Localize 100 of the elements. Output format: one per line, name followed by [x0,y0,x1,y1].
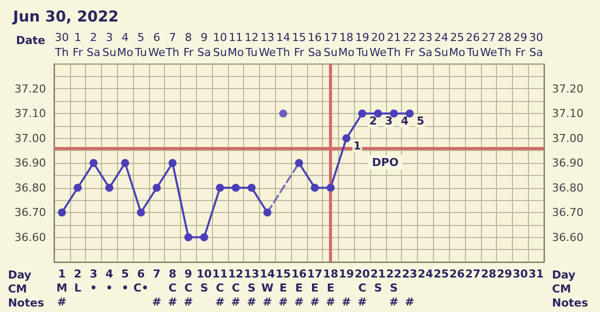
x-tick-label: 5 • [121,268,129,294]
point [295,159,303,167]
x-tick-label: 22 S # [386,268,402,308]
point [406,110,414,118]
x-tick-label: 1 M # [56,268,68,308]
x-tick-label: 18 E # [322,268,338,308]
x2-tick-label: 8 Fr [183,31,194,59]
y-tick-label: 37.20 [14,82,46,96]
x-tick-label: 15 E # [276,268,291,308]
category-label: 19 # [338,268,354,308]
x2-tick-label: 6 We [148,31,166,59]
chart-title: Jun 30, 2022 [12,8,119,26]
point [121,159,130,167]
y2-tick-label: 36.60 [552,230,584,244]
point [200,233,208,242]
point [74,184,82,192]
y2-tick-label: 36.70 [552,206,584,219]
y-tick-label: 36.70 [14,206,46,219]
x-tick-label: 30 [512,268,528,280]
annotation: 5 [416,114,424,128]
annotation: 2 [369,114,377,128]
x2-tick-label: 15 Fr [292,31,306,59]
point [263,208,272,216]
x2-tick-label: 30 Th [54,31,69,59]
point [279,110,288,118]
y2-tick-label: 36.90 [552,156,584,170]
x-tick-label: 26 [449,268,466,280]
x-tick-label: 13 S # [244,268,260,308]
x2-tick-label: 3 Su [102,31,116,59]
x-tick-label: 25 [434,268,449,280]
x-tick-label: 20 C # [354,268,370,308]
y2-tick-label: 36.80 [552,181,584,194]
point [58,208,66,216]
x-tick-label: 11 C # [212,268,228,308]
x2-tick-label: 29 Fr [513,31,528,59]
x-tick-label: 24 [418,268,434,280]
x2-tick-label: 9 Sa [197,31,212,59]
x-tick-label: 12 C # [228,268,244,308]
x2-tick-label: 23 Sa [418,31,432,59]
x2-tick-label: 21 Th [386,31,401,59]
x2-tick-label: 16 Sa [308,31,322,59]
x2-tick-label: 25 Mo [448,31,466,59]
x-tick-label: 29 [496,268,512,280]
x-tick-label: 16 E # [291,268,307,308]
annotation: 4 [400,114,409,128]
y2-tick-label: 37.20 [552,82,584,96]
point [152,184,161,192]
point [168,159,177,167]
point [232,184,240,192]
x2-tick-label: 2 Sa [86,31,100,59]
x-tick-label: 21 S [370,268,386,294]
x2-tick-label: 30 Sa [529,31,544,59]
annotation: DPO [372,156,399,169]
point [374,110,382,118]
x2-tick-label: 13 We [258,31,276,59]
y2-tick-label: 37.10 [552,107,584,120]
x2-tick-label: 4 Mo [117,31,134,59]
x-tick-label: 28 [481,268,496,280]
category-label: 7 # [152,268,162,308]
x2-tick-label: 1 Fr [72,31,84,59]
point [326,184,335,192]
x-tick-label: 31 [528,268,544,280]
x2-tick-label: 12 Tu [244,31,259,59]
x-tick-label: 6 C• [133,268,148,294]
point [358,110,366,118]
y-tick-label: 37.00 [14,132,46,145]
x2-tick-label: 17 Su [324,31,338,59]
point [342,134,350,142]
x2-tick-label: 27 We [480,31,498,59]
text: Day CM Notes [8,268,44,310]
x-tick-label: 17 E # [307,268,322,308]
x2-tick-label: 14 Th [275,31,290,59]
x2-tick-label: 20 We [370,31,387,59]
x-tick-label: 27 [465,268,481,280]
x2-tick-label: 28 Th [496,31,512,59]
x-tick-label: 2 L [74,268,82,294]
y-tick-label: 37.10 [14,107,46,120]
x-tick-label: 10 S [196,268,212,294]
point [310,184,319,192]
x-tick-label: 4 • [105,268,114,294]
x2-tick-label: 11 Mo [228,31,244,59]
x2-tick-label: 26 Tu [466,31,480,59]
x2-tick-label: 19 Tu [355,31,370,59]
x2-tick-label: 24 Su [434,31,448,59]
annotation: 3 [385,114,393,128]
x2-tick-label: 22 Fr [402,31,417,59]
y2-tick-label: 37.00 [552,132,584,145]
point [390,110,398,118]
x-tick-label: 14 W # [260,268,276,308]
x-axis-title: Day CM Notes [552,268,588,310]
x2-axis-title: Date [16,34,46,47]
x2-tick-label: 18 Mo [338,31,355,59]
x2-tick-label: 7 Th [164,31,180,59]
point [184,233,192,242]
y-tick-label: 36.80 [14,181,46,194]
annotation: 1 [353,139,362,152]
point [105,184,114,192]
y-tick-label: 36.90 [14,156,46,170]
x2-tick-label: 10 Su [212,31,227,59]
x-tick-label: 8 C # [168,268,178,308]
